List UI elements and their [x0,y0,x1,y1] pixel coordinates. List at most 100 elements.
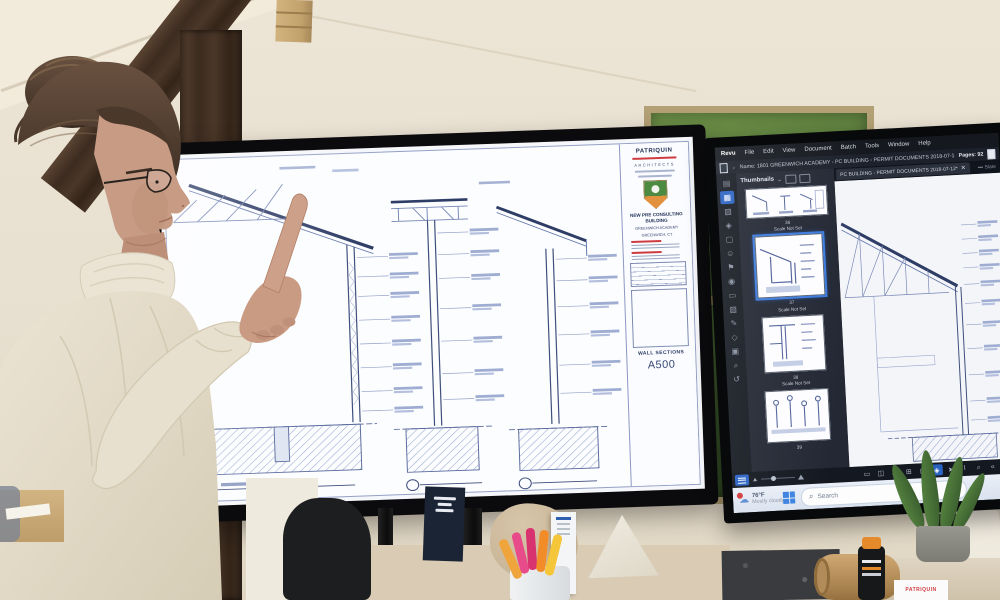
pdf-page-view[interactable] [834,172,1000,468]
eye [155,180,159,184]
eyebrow [125,167,153,175]
document-workspace: PC BUILDING - PERMIT DOCUMENTS 2018-07-1… [833,159,1000,468]
thumbnail-caption: 37 Scale Not Set [778,300,807,313]
chevron-down-icon[interactable]: ⌄ [776,176,783,183]
weather-description: Mostly cloudy [752,497,785,506]
black-bottle [858,546,885,600]
planter-pot [916,526,970,562]
single-page-icon[interactable]: ▭ [863,470,871,478]
pages-count-label: Pages: 92 [958,151,984,159]
alert-badge [736,492,743,499]
new-page-icon[interactable] [987,148,996,159]
thumbnail-page-36[interactable] [744,184,829,220]
markups-panel-icon[interactable]: ☺ [725,248,735,259]
document-icon[interactable] [719,162,728,173]
address-line [637,174,672,178]
markup-list-panel-icon[interactable]: ▨ [729,304,738,315]
file-panel-icon[interactable]: ▤ [722,178,731,189]
secondary-tab-title: Slate [984,163,997,171]
title-block: PATRIQUIN ARCHITECTS NEW PRE CONSULTING … [618,141,700,487]
spaces-panel-icon[interactable]: ▢ [725,234,734,245]
sheet-number: A500 [647,359,676,372]
index-finger [262,193,308,294]
thumbnail-page-37-selected[interactable] [752,231,828,302]
signature-panel-icon[interactable]: ✎ [730,318,738,329]
thumbnail-caption: 36 Scale Not Set [773,219,803,232]
thumbnail-layout-icon[interactable] [798,173,811,183]
lips [158,216,173,223]
menu-window[interactable]: Window [887,141,910,149]
pointing-hand [239,193,308,343]
thumbnail-caption: 38 Scale Not Set [781,374,811,387]
minimize-icon[interactable] [977,166,983,168]
drawing-sheet: PATRIQUIN ARCHITECTS NEW PRE CONSULTING … [163,140,701,504]
menu-tools[interactable]: Tools [864,143,880,150]
tv-screen: PATRIQUIN ARCHITECTS NEW PRE CONSULTING … [158,136,705,508]
windows-start-button[interactable] [782,491,796,505]
firm-name-sub: ARCHITECTS [634,161,675,168]
history-panel-icon[interactable]: ↺ [733,374,741,384]
hair [18,61,181,208]
menu-document[interactable]: Document [804,145,832,153]
measure-panel-icon[interactable]: ▭ [728,290,737,301]
chevron-down-icon[interactable]: ⌄ [731,164,737,171]
first-page-icon[interactable]: « [990,463,995,471]
menu-help[interactable]: Help [918,140,931,147]
firm-accent-rule [632,156,677,160]
tv-display: PATRIQUIN ARCHITECTS NEW PRE CONSULTING … [145,124,719,524]
notes-box [630,288,689,349]
properties-panel-icon[interactable]: ◉ [727,276,736,287]
search-icon: ⌕ [808,491,814,501]
secondary-tab[interactable]: Slate [977,163,998,170]
thumbnails-panel-title: Thumbnails [740,176,775,185]
sheet-title: WALL SECTIONS [637,349,685,358]
cloud-icon: ☁ [736,492,749,505]
revu-window: Revu File Edit View Document Batch Tools… [714,132,1000,514]
thumbnail-caption: 39 [796,444,803,450]
menu-batch[interactable]: Batch [840,144,857,152]
project-name: NEW PRE CONSULTING BUILDING [630,211,683,224]
zoom-tool-icon[interactable]: ⌕ [976,463,981,471]
patriquin-card: PATRIQUIN [894,580,948,600]
close-icon[interactable]: ✕ [960,165,966,172]
shapes-panel-icon[interactable]: ◇ [731,332,738,343]
glasses [103,169,172,193]
address-line [634,169,675,173]
arm-sleeve [92,321,252,490]
thumbnail-list: 36 Scale Not Set 37 Scale Not Set [737,182,850,472]
layers-panel-icon[interactable]: ◈ [725,220,733,231]
menu-file[interactable]: File [744,149,755,157]
menu-view[interactable]: View [782,147,796,155]
office-chair [283,498,371,600]
markup-list-toggle-icon[interactable] [734,474,750,487]
thumbnails-panel-icon[interactable]: ▦ [719,190,735,205]
search-panel-icon[interactable]: ⌕ [733,360,739,370]
thumbnails-panel: Thumbnails ⌄ [736,168,850,473]
desktop-monitor: Revu File Edit View Document Batch Tools… [704,122,1000,524]
thumbnail-page-38[interactable] [761,313,827,374]
school-crest-logo [643,180,668,210]
thumbnail-page-39[interactable] [764,388,832,444]
revision-table [630,261,687,288]
client-name: GREENWICH ACADEMY [635,225,679,232]
menu-revu[interactable]: Revu [720,150,736,158]
bottle-cap [862,537,881,549]
kraft-paper-roll [814,554,900,600]
side-by-side-icon[interactable]: ◫ [877,469,885,478]
consultant-block [631,240,683,250]
media-panel-icon[interactable]: ▣ [731,346,740,357]
zoom-in-icon[interactable] [797,474,805,480]
thumbnail-options-icon[interactable] [784,173,797,184]
zoom-out-icon[interactable] [752,477,758,482]
firm-name: PATRIQUIN [635,147,673,155]
menu-edit[interactable]: Edit [763,148,774,156]
bookmarks-panel-icon[interactable]: ▧ [723,206,732,217]
wall-sections-drawing [164,144,631,502]
project-line2: BUILDING [645,217,668,224]
weather-widget[interactable]: ☁ 76°F Mostly cloudy [736,492,785,507]
flags-panel-icon[interactable]: ⚑ [727,262,735,273]
fitwel-sign [422,486,466,562]
card-text: PATRIQUIN [905,587,937,593]
zoom-slider[interactable] [761,475,796,481]
